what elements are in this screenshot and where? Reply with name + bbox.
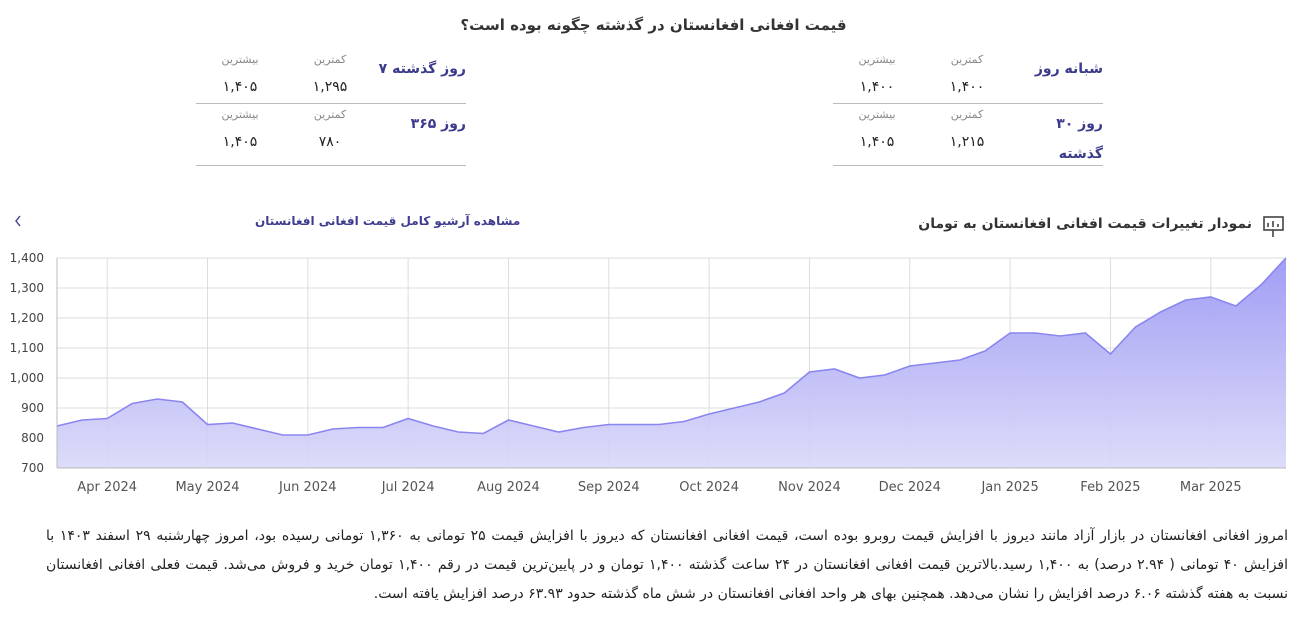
min-value: ۱,۴۰۰ [949,79,985,95]
period: ۷ روز گذشته [378,61,466,77]
max-value: ۱,۴۰۵ [222,134,258,150]
x-tick-label: Jun 2024 [278,480,337,495]
y-tick-label: 900 [21,401,44,415]
x-tick-label: Apr 2024 [77,480,137,495]
y-tick-label: 1,000 [10,371,44,385]
page-title: قیمت افغانی افغانستان در گذشته چگونه بود… [460,16,847,34]
x-tick-label: Aug 2024 [477,480,540,495]
x-tick-label: Oct 2024 [679,480,739,495]
min-label: کمترین [950,108,984,121]
max-value: ۱,۴۰۵ [222,79,258,95]
period: ۳۶۵ روز [410,116,466,132]
x-tick-label: Sep 2024 [578,480,640,495]
x-tick-label: Jul 2024 [381,480,435,495]
y-tick-label: 700 [21,461,44,475]
max-value: ۱,۴۰۵ [859,134,895,150]
y-tick-label: 1,400 [10,251,44,265]
min-value: ۱,۲۱۵ [949,134,985,150]
archive-link[interactable]: مشاهده آرشیو کامل قیمت افغانی افغانستان [255,213,520,229]
max-label: بیشترین [221,53,259,66]
min-label: کمترین [950,53,984,66]
chart-title: نمودار تغییرات قیمت افغانی افغانستان به … [918,216,1252,232]
line [56,257,1287,436]
description: امروز افغانی افغانستان در بازار آزاد مان… [46,528,1289,602]
x-tick-label: Nov 2024 [778,480,841,495]
area-fill [57,258,1286,468]
y-tick-label: 800 [21,431,44,445]
max-value: ۱,۴۰۰ [859,79,895,95]
x-tick-label: Feb 2025 [1080,480,1140,495]
stats-row: ۳۰ روز گذشته کمترین ۱,۲۱۵ بیشترین ۱,۴۰۵ [833,103,1103,166]
period: شبانه روز [1034,61,1103,77]
min-label: کمترین [313,53,347,66]
min-value: ۷۸۰ [318,134,342,150]
stats-row: شبانه روز کمترین ۱,۴۰۰ بیشترین ۱,۴۰۰ [833,48,1103,104]
chart-icon [1263,216,1284,237]
period: ۳۰ روز گذشته [1056,116,1103,162]
min-value: ۱,۲۹۵ [312,79,348,95]
stats-row: ۳۶۵ روز کمترین ۷۸۰ بیشترین ۱,۴۰۵ [196,103,466,166]
x-tick-label: May 2024 [175,480,239,495]
chevron[interactable] [15,215,21,227]
min-label: کمترین [313,108,347,121]
y-tick-label: 1,300 [10,281,44,295]
max-label: بیشترین [858,108,896,121]
y-tick-label: 1,100 [10,341,44,355]
max-label: بیشترین [221,108,259,121]
stats-block: شبانه روز کمترین ۱,۴۰۰ بیشترین ۱,۴۰۰ ۳۰ روز گ… [833,48,1103,166]
max-label: بیشترین [858,53,896,66]
y-tick-label: 1,200 [10,311,44,325]
x-tick-label: Dec 2024 [879,480,941,495]
stats-row: ۷ روز گذشته کمترین ۱,۲۹۵ بیشترین ۱,۴۰۵ [196,48,466,104]
stats-block: ۷ روز گذشته کمترین ۱,۲۹۵ بیشترین ۱,۴۰۵ ۳۶۵ رو… [196,48,466,166]
x-tick-label: Jan 2025 [980,480,1038,495]
x-tick-label: Mar 2025 [1180,480,1242,495]
